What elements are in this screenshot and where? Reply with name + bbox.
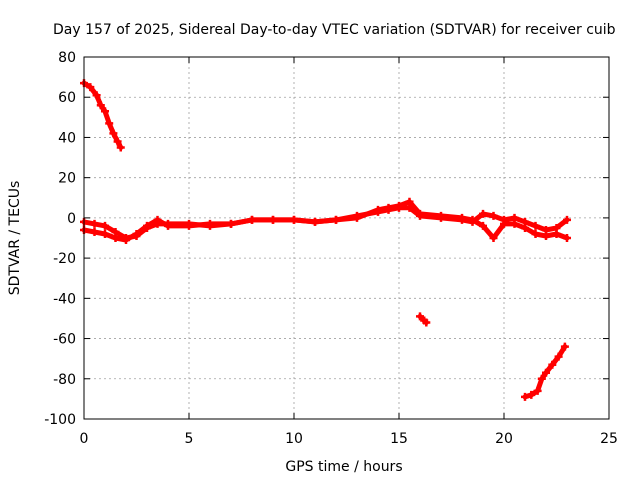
x-tick-label: 5	[185, 431, 194, 447]
data-point	[143, 221, 151, 230]
data-point	[560, 342, 569, 351]
data-point	[531, 229, 540, 238]
data-point	[311, 217, 319, 226]
y-tick-label: -60	[53, 332, 76, 348]
data-point	[563, 234, 571, 242]
data-point	[96, 101, 105, 110]
data-point	[332, 215, 340, 224]
y-tick-label: -100	[44, 412, 76, 428]
data-point	[422, 318, 431, 327]
data-series	[80, 79, 571, 401]
data-point	[122, 236, 130, 245]
data-point	[101, 107, 109, 116]
grid	[84, 57, 609, 419]
data-point	[531, 221, 540, 230]
data-point	[437, 211, 445, 220]
data-point	[132, 229, 141, 238]
y-axis-title: SDTVAR / TECUs	[7, 181, 23, 296]
chart-title: Day 157 of 2025, Sidereal Day-to-day VTE…	[53, 22, 616, 38]
data-point	[384, 203, 393, 212]
data-point	[90, 227, 99, 236]
y-tick-label: -20	[53, 251, 76, 267]
data-point	[510, 219, 519, 228]
data-point	[290, 215, 298, 224]
x-tick-label: 20	[495, 431, 513, 447]
data-point	[153, 215, 162, 224]
data-point	[527, 390, 536, 399]
data-point	[90, 219, 99, 228]
data-point	[500, 219, 508, 228]
data-point	[206, 219, 214, 228]
data-point	[552, 229, 561, 238]
y-tick-label: 40	[58, 130, 76, 146]
x-tick-label: 10	[285, 431, 303, 447]
y-tick-label: 60	[58, 90, 76, 106]
data-point	[533, 386, 542, 395]
data-point	[554, 352, 563, 361]
data-point	[86, 83, 95, 92]
y-tick-label: -80	[53, 372, 76, 388]
data-point	[248, 215, 256, 224]
data-point	[395, 201, 403, 210]
y-tick-label: 20	[58, 171, 76, 187]
data-point	[537, 374, 546, 383]
x-tick-label: 25	[600, 431, 618, 447]
data-point	[521, 223, 529, 232]
data-point	[542, 368, 550, 377]
data-point	[113, 137, 122, 146]
data-point	[563, 215, 571, 224]
y-tick-label: 0	[67, 211, 76, 227]
data-point	[479, 209, 487, 218]
data-point	[227, 219, 235, 228]
data-point	[92, 91, 101, 100]
data-point	[416, 209, 424, 218]
data-point	[458, 213, 466, 222]
plot-frame	[83, 56, 610, 420]
data-point	[521, 392, 529, 401]
data-point	[185, 221, 193, 230]
axis-ticks: 0 5 10 15 20 25 -100 -80 -60 -40 -20 0 20 40 60 80	[44, 50, 618, 447]
data-point	[164, 221, 172, 230]
data-point	[489, 211, 498, 220]
data-point	[269, 215, 277, 224]
data-point	[548, 360, 557, 369]
y-tick-label: 80	[58, 50, 76, 66]
data-point	[416, 312, 424, 321]
data-point	[109, 129, 118, 138]
data-point	[105, 119, 114, 128]
data-point	[489, 234, 498, 242]
x-tick-label: 0	[80, 431, 89, 447]
data-point	[542, 231, 550, 240]
data-point	[468, 215, 477, 224]
data-point	[405, 197, 414, 206]
y-tick-label: -40	[53, 291, 76, 307]
data-point	[101, 221, 109, 230]
data-point	[479, 221, 487, 230]
data-point	[353, 213, 361, 222]
data-point	[111, 234, 120, 242]
data-point	[374, 205, 382, 214]
data-point	[101, 229, 109, 238]
data-point	[116, 143, 125, 152]
x-tick-label: 15	[390, 431, 408, 447]
x-axis-title: GPS time / hours	[285, 459, 402, 475]
